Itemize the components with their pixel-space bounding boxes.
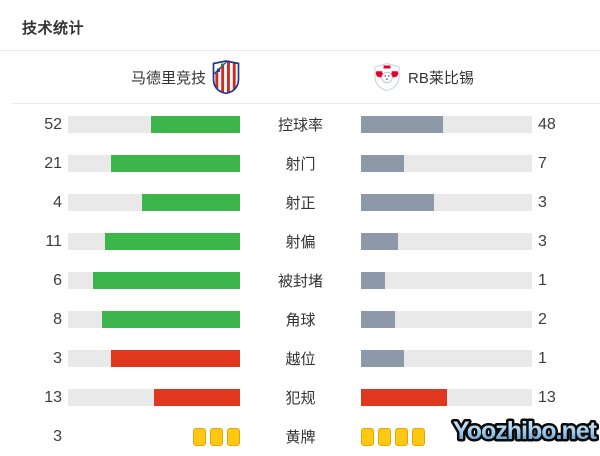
home-bar-fill (102, 311, 240, 328)
home-bar-track (68, 389, 240, 406)
away-bar-track (361, 272, 532, 289)
away-bar-fill (361, 389, 447, 406)
away-value: 13 (538, 388, 556, 406)
stat-row: 52 控球率 48 (0, 105, 600, 144)
away-value: 4 (538, 427, 547, 445)
page-title: 技术统计 (22, 20, 85, 37)
away-value: 7 (538, 154, 547, 172)
away-bar-fill (361, 350, 404, 367)
home-value: 21 (44, 154, 62, 172)
stat-row: 3 黄牌 4 (0, 417, 600, 456)
away-bar-track (361, 116, 532, 133)
away-bar-track (361, 350, 532, 367)
away-bar-track (361, 155, 532, 172)
yellow-card-icon (361, 427, 374, 446)
yellow-card-icon (395, 427, 408, 446)
away-value: 3 (538, 193, 547, 211)
home-team-badge-icon (212, 60, 240, 94)
home-value: 3 (53, 427, 62, 445)
home-value: 4 (53, 193, 62, 211)
away-bar-fill (361, 311, 396, 328)
home-value: 6 (53, 271, 62, 289)
yellow-card-icon (378, 427, 391, 446)
away-bar-fill (361, 116, 444, 133)
home-value: 8 (53, 310, 62, 328)
yellow-card-icon (193, 427, 206, 446)
stat-row: 21 射门 7 (0, 144, 600, 183)
away-bar-track (361, 194, 532, 211)
away-team-name: RB莱比锡 (408, 69, 474, 87)
home-bar-track (68, 116, 240, 133)
stat-label: 角球 (285, 312, 316, 329)
stat-row: 11 射偏 3 (0, 222, 600, 261)
yellow-card-icon (412, 427, 425, 446)
home-bar-fill (92, 272, 240, 289)
home-bar-fill (111, 350, 240, 367)
home-value: 3 (53, 349, 62, 367)
stat-row: 4 射正 3 (0, 183, 600, 222)
home-bar-track (68, 350, 240, 367)
home-bar-fill (150, 116, 240, 133)
away-bar-track (361, 389, 532, 406)
yellow-card-icon (210, 427, 223, 446)
away-yellow-cards (361, 427, 532, 446)
home-bar-fill (111, 155, 240, 172)
stat-label: 控球率 (277, 117, 323, 134)
stat-label: 被封堵 (277, 273, 323, 290)
away-value: 48 (538, 115, 556, 133)
stat-label: 射正 (285, 195, 316, 212)
home-bar-track (68, 311, 240, 328)
home-bar-track (68, 194, 240, 211)
stat-row: 6 被封堵 1 (0, 261, 600, 300)
away-team: RB莱比锡 (373, 51, 474, 103)
teams-header: 马德里竞技 (0, 51, 600, 103)
yellow-card-icon (227, 427, 240, 446)
away-bar-fill (361, 233, 398, 250)
stat-label: 射门 (285, 156, 316, 173)
stat-label: 犯规 (285, 390, 316, 407)
home-bar-fill (141, 194, 240, 211)
home-bar-track (68, 155, 240, 172)
divider (0, 50, 600, 51)
home-team: 马德里竞技 (0, 51, 240, 103)
watermark: Yoozhibo.net (439, 410, 600, 453)
stat-label: 越位 (285, 351, 316, 368)
stat-row: 3 越位 1 (0, 339, 600, 378)
away-bar-track (361, 233, 532, 250)
home-bar-track (68, 272, 240, 289)
stat-label: 黄牌 (285, 429, 316, 446)
stat-row: 13 犯规 13 (0, 378, 600, 417)
stat-row: 8 角球 2 (0, 300, 600, 339)
away-team-badge-icon (373, 62, 401, 92)
home-bar-fill (104, 233, 240, 250)
away-value: 2 (538, 310, 547, 328)
away-value: 3 (538, 232, 547, 250)
home-yellow-cards (68, 427, 240, 446)
away-bar-fill (361, 194, 435, 211)
away-bar-fill (361, 155, 404, 172)
home-value: 13 (44, 388, 62, 406)
divider (12, 103, 600, 104)
home-team-name: 马德里竞技 (130, 69, 206, 87)
away-value: 1 (538, 349, 547, 367)
home-bar-fill (154, 389, 240, 406)
watermark-text: Yoozhibo.net (453, 417, 598, 445)
home-value: 52 (44, 115, 62, 133)
away-bar-fill (361, 272, 386, 289)
home-value: 11 (45, 232, 62, 250)
stat-label: 射偏 (285, 234, 316, 251)
away-value: 1 (538, 271, 547, 289)
away-bar-track (361, 311, 532, 328)
home-bar-track (68, 233, 240, 250)
